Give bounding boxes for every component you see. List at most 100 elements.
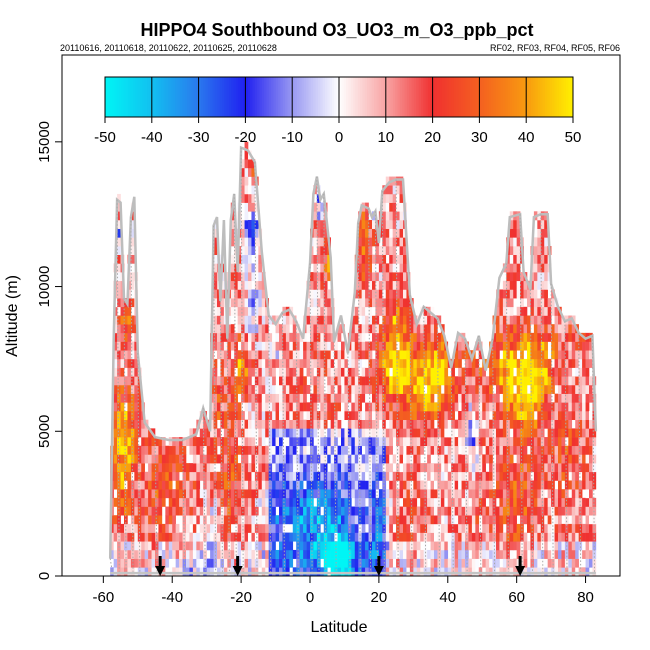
heatmap-cell (189, 480, 194, 490)
heatmap-cell (509, 263, 514, 273)
heatmap-cell (582, 393, 586, 403)
heatmap-cell (434, 358, 438, 368)
heatmap-cell (502, 541, 507, 551)
heatmap-cell (496, 454, 500, 464)
heatmap-cell (489, 428, 493, 438)
heatmap-cell (389, 358, 393, 368)
heatmap-cell (478, 541, 483, 551)
colorbar-swatch (488, 77, 492, 117)
heatmap-cell (396, 367, 400, 377)
heatmap-cell (444, 376, 449, 386)
heatmap-cell (113, 384, 118, 394)
heatmap-cell (516, 532, 521, 542)
heatmap-cell (385, 428, 390, 438)
heatmap-cell (120, 428, 125, 438)
heatmap-cell (261, 315, 266, 325)
heatmap-cell (509, 558, 514, 568)
heatmap-cell (148, 515, 152, 525)
heatmap-cell (365, 272, 369, 282)
heatmap-cell (320, 315, 325, 325)
heatmap-cell (430, 411, 435, 420)
heatmap-cell (385, 202, 390, 212)
colorbar-swatch (568, 77, 572, 117)
heatmap-cell (303, 558, 307, 568)
heatmap-cell (213, 306, 218, 316)
heatmap-cell (182, 506, 187, 516)
heatmap-cell (137, 411, 142, 420)
heatmap-cell (134, 515, 139, 525)
heatmap-cell (299, 471, 304, 481)
heatmap-cell (540, 419, 545, 429)
heatmap-cell (165, 489, 170, 499)
heatmap-cell (241, 411, 245, 420)
heatmap-cell (378, 298, 383, 308)
heatmap-cell (389, 549, 393, 559)
heatmap-cell (120, 523, 125, 533)
heatmap-cell (378, 497, 383, 507)
heatmap-cell (537, 298, 542, 308)
heatmap-cell (392, 298, 397, 308)
heatmap-cell (496, 480, 500, 490)
heatmap-cell (113, 558, 118, 568)
heatmap-cell (385, 324, 390, 334)
heatmap-cell (564, 428, 569, 438)
heatmap-cell (571, 480, 576, 490)
heatmap-cell (275, 497, 280, 507)
heatmap-cell (265, 393, 269, 403)
heatmap-cell (482, 428, 486, 438)
colorbar-swatch (135, 77, 139, 117)
heatmap-cell (313, 541, 318, 551)
heatmap-cell (365, 471, 369, 481)
heatmap-cell (509, 280, 514, 290)
heatmap-cell (227, 419, 232, 429)
heatmap-cell (392, 193, 397, 203)
colorbar-swatch (530, 77, 534, 117)
heatmap-cell (285, 384, 290, 394)
heatmap-cell (368, 254, 373, 264)
heatmap-cell (261, 341, 266, 351)
heatmap-cell (272, 558, 276, 568)
heatmap-cell (127, 549, 132, 559)
heatmap-cell (471, 376, 476, 386)
heatmap-cell (220, 324, 225, 334)
heatmap-cell (396, 523, 400, 533)
heatmap-cell (330, 437, 335, 447)
heatmap-cell (571, 324, 576, 334)
heatmap-cell (237, 324, 242, 334)
colorbar-swatch (355, 77, 359, 117)
heatmap-cell (368, 228, 373, 238)
heatmap-cell (354, 532, 359, 542)
heatmap-cell (117, 202, 121, 212)
colorbar-swatch (123, 77, 127, 117)
heatmap-cell (347, 567, 352, 576)
heatmap-cell (471, 489, 476, 499)
heatmap-cell (396, 471, 400, 481)
heatmap-cell (327, 445, 331, 455)
heatmap-cell (282, 402, 287, 412)
heatmap-cell (506, 341, 511, 351)
heatmap-cell (320, 272, 325, 282)
heatmap-cell (499, 324, 504, 334)
heatmap-cell (165, 541, 170, 551)
heatmap-cell (399, 350, 404, 360)
heatmap-cell (485, 445, 490, 455)
heatmap-cell (258, 324, 263, 334)
heatmap-cell (385, 558, 390, 568)
heatmap-cell (347, 358, 352, 368)
heatmap-cell (427, 402, 431, 412)
heatmap-cell (148, 437, 152, 447)
heatmap-cell (396, 289, 400, 299)
heatmap-cell (354, 324, 359, 334)
heatmap-cell (506, 428, 511, 438)
heatmap-cell (413, 506, 418, 516)
heatmap-cell (592, 454, 597, 464)
heatmap-cell (251, 489, 256, 499)
heatmap-cell (368, 549, 373, 559)
heatmap-cell (354, 315, 359, 325)
heatmap-cell (385, 358, 390, 368)
heatmap-cell (320, 211, 325, 221)
heatmap-cell (561, 324, 566, 334)
heatmap-cell (327, 315, 331, 325)
heatmap-cell (437, 350, 442, 360)
heatmap-cell (248, 289, 252, 299)
